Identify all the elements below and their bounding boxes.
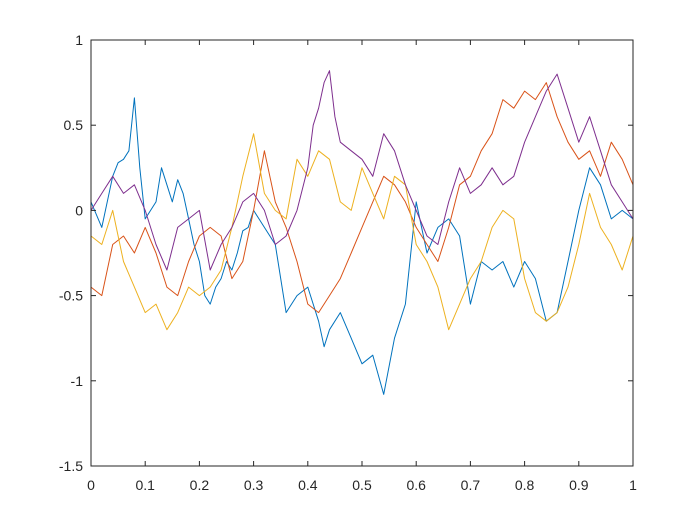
series-line-1 [90, 97, 634, 395]
y-tick-label: -0.5 [59, 288, 83, 304]
x-tick-label: 0.6 [406, 477, 426, 493]
series-line-4 [90, 70, 634, 271]
y-axis: -1.5 -1 -0.5 0 0.5 1 [59, 32, 633, 474]
series-layer [90, 70, 634, 395]
x-tick-label: 0.9 [569, 477, 589, 493]
plot-area [91, 40, 633, 466]
x-tick-label: 1 [629, 477, 637, 493]
x-tick-label: 0.4 [298, 477, 318, 493]
series-line-3 [90, 133, 634, 331]
x-tick-label: 0.3 [244, 477, 264, 493]
y-tick-label: -1.5 [59, 458, 83, 474]
y-tick-label: 0.5 [64, 117, 84, 133]
x-tick-label: 0.7 [461, 477, 481, 493]
x-tick-label: 0.1 [135, 477, 155, 493]
x-tick-label: 0.8 [515, 477, 535, 493]
x-axis: 0 0.1 0.2 0.3 0.4 0.5 0.6 0.7 0.8 0.9 1 [87, 40, 637, 493]
y-tick-label: 0 [75, 202, 83, 218]
x-tick-label: 0.2 [190, 477, 210, 493]
x-tick-label: 0.5 [352, 477, 372, 493]
x-tick-label: 0 [87, 477, 95, 493]
y-tick-label: -1 [71, 373, 84, 389]
y-tick-label: 1 [75, 32, 83, 48]
series-line-2 [90, 82, 634, 314]
